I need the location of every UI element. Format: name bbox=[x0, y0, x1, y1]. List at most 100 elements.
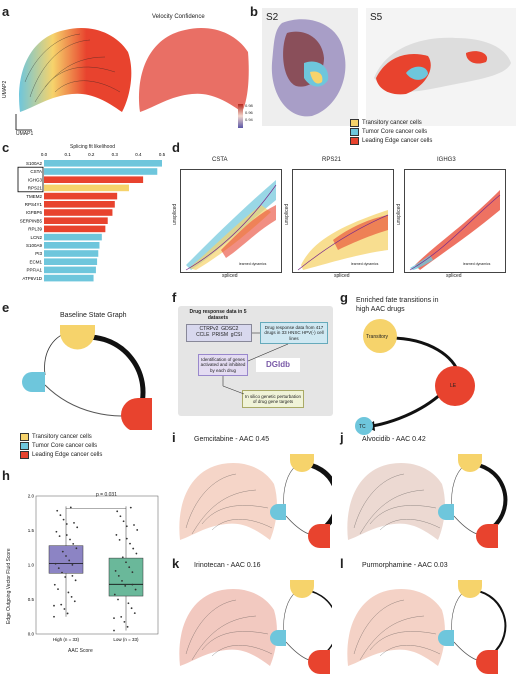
box-point bbox=[73, 522, 75, 524]
box-point bbox=[129, 542, 131, 545]
drug-edge-tc-transitory bbox=[283, 465, 297, 509]
bar-igfbp6 bbox=[44, 209, 113, 216]
node-g-tc bbox=[355, 417, 373, 435]
bottom-legend: Transitory cancer cells Tumor Core cance… bbox=[20, 432, 102, 459]
bar-axis-tick: 0.5 bbox=[159, 152, 166, 157]
panel-label-k: k bbox=[172, 556, 180, 571]
legend2-item-core: Tumor Core cancer cells bbox=[20, 441, 102, 450]
box-point bbox=[54, 562, 57, 565]
edge-le-tc bbox=[371, 391, 444, 428]
drug-title-alvocidib: Alvocidib - AAC 0.42 bbox=[362, 436, 426, 443]
drug-umap-cloud bbox=[179, 462, 277, 540]
drug-node-core bbox=[438, 630, 454, 646]
bar-lcn2 bbox=[44, 233, 102, 241]
legend-item-transitory: Transitory cancer cells bbox=[350, 118, 432, 127]
node-transitory bbox=[60, 325, 95, 350]
bar-atp6v1d bbox=[44, 274, 94, 282]
bar-label: S100A9 bbox=[26, 243, 43, 248]
panel-label-f: f bbox=[172, 290, 177, 305]
gene-title-csta: CSTA bbox=[212, 157, 228, 163]
bar-label: LCN2 bbox=[30, 235, 42, 240]
box-point bbox=[74, 579, 77, 582]
drug-node-leading bbox=[308, 650, 330, 674]
box-point bbox=[69, 506, 72, 509]
panel-label-j: j bbox=[340, 430, 344, 445]
boxplot-frame bbox=[35, 495, 159, 635]
drug-panel-purmorphamine bbox=[347, 580, 507, 674]
drug-panel-alvocidib bbox=[347, 454, 508, 548]
legend-swatch-leading bbox=[350, 136, 359, 145]
box-point bbox=[135, 552, 138, 555]
box-point bbox=[57, 588, 59, 591]
box-point bbox=[114, 570, 117, 572]
bar-label: ECM1 bbox=[29, 259, 42, 264]
bar-serpinb5 bbox=[44, 217, 108, 224]
umap1-label: UMAP1 bbox=[16, 131, 34, 137]
drug-title-gemcitabine: Gemcitabine - AAC 0.45 bbox=[194, 436, 270, 443]
box-point bbox=[131, 571, 134, 574]
box-point bbox=[127, 602, 130, 605]
xlabel-ighg3: spliced bbox=[446, 273, 462, 279]
box-point bbox=[121, 579, 123, 582]
box-point bbox=[126, 625, 129, 628]
node-g-le bbox=[435, 366, 475, 406]
dgidb-logo: DGIdb bbox=[256, 358, 300, 372]
box-point bbox=[118, 538, 121, 541]
phase-plot-rps21: learned dynamics bbox=[292, 169, 394, 273]
box-point bbox=[71, 575, 74, 577]
box-point bbox=[125, 561, 127, 564]
box-point bbox=[121, 556, 124, 559]
box-point bbox=[61, 550, 64, 553]
bar-s100a9 bbox=[44, 242, 100, 249]
bar-label: IGHG3 bbox=[28, 177, 43, 182]
drug-streamlines bbox=[185, 473, 273, 535]
box-point bbox=[71, 563, 74, 566]
box-point bbox=[62, 518, 65, 521]
boxplot-pvalue: p = 0.031 bbox=[96, 492, 117, 498]
confidence-colorbar bbox=[238, 104, 243, 128]
bar-axis-tick: 0.2 bbox=[88, 152, 95, 157]
drug-edge-transitory-le bbox=[467, 461, 508, 530]
phase-plot-ighg3: learned dynamics bbox=[404, 169, 506, 273]
box-point bbox=[57, 567, 60, 570]
ylabel-rps21: unspliced bbox=[284, 203, 290, 225]
box-point bbox=[136, 529, 139, 531]
box-point bbox=[68, 559, 71, 562]
bar-ppfia1 bbox=[44, 266, 96, 274]
node-leading-edge bbox=[121, 398, 152, 430]
panel-label-g: g bbox=[340, 290, 348, 305]
bar-axis-tick: 0.0 bbox=[41, 152, 48, 157]
box-point bbox=[116, 510, 119, 513]
workflow-title: Drug response data in 5 datasets bbox=[189, 309, 247, 321]
bar-label: RPS4Y1 bbox=[25, 202, 43, 207]
box-point bbox=[117, 598, 119, 601]
box-point bbox=[122, 520, 125, 523]
box-point bbox=[132, 547, 135, 550]
boxplot-ytick: 0.0 bbox=[28, 632, 35, 637]
box-point bbox=[115, 534, 118, 536]
drug-node-transitory bbox=[290, 454, 314, 472]
boxplot-ytick: 1.5 bbox=[28, 528, 35, 533]
box-point bbox=[53, 615, 55, 618]
bar-ecm1 bbox=[44, 258, 98, 265]
phase-portraits: CSTA RPS21 IGHG3 learned dynamics learne… bbox=[172, 155, 522, 285]
legend-swatch-transitory bbox=[350, 118, 359, 127]
box-category-label: High (n = 33) bbox=[53, 637, 80, 642]
drug-edge-transitory-le bbox=[467, 588, 507, 655]
box-point bbox=[131, 583, 134, 586]
panel-label-e: e bbox=[2, 300, 10, 315]
panel-label-c: c bbox=[2, 140, 10, 155]
node-tumor-core bbox=[22, 372, 45, 392]
spatial-slide-s5 bbox=[366, 8, 516, 126]
panel-label-a: a bbox=[2, 4, 10, 19]
ylabel-ighg3: unspliced bbox=[396, 203, 402, 225]
bar-pi3 bbox=[44, 250, 99, 257]
box-point bbox=[120, 615, 123, 618]
bar-label: ATP6V1D bbox=[22, 276, 42, 281]
box-point bbox=[59, 514, 62, 517]
box-point bbox=[65, 523, 68, 525]
bar-label: CSTA bbox=[30, 169, 42, 174]
bar-s100a2 bbox=[44, 160, 162, 167]
box-point bbox=[129, 506, 132, 509]
drug-node-core bbox=[438, 504, 454, 520]
